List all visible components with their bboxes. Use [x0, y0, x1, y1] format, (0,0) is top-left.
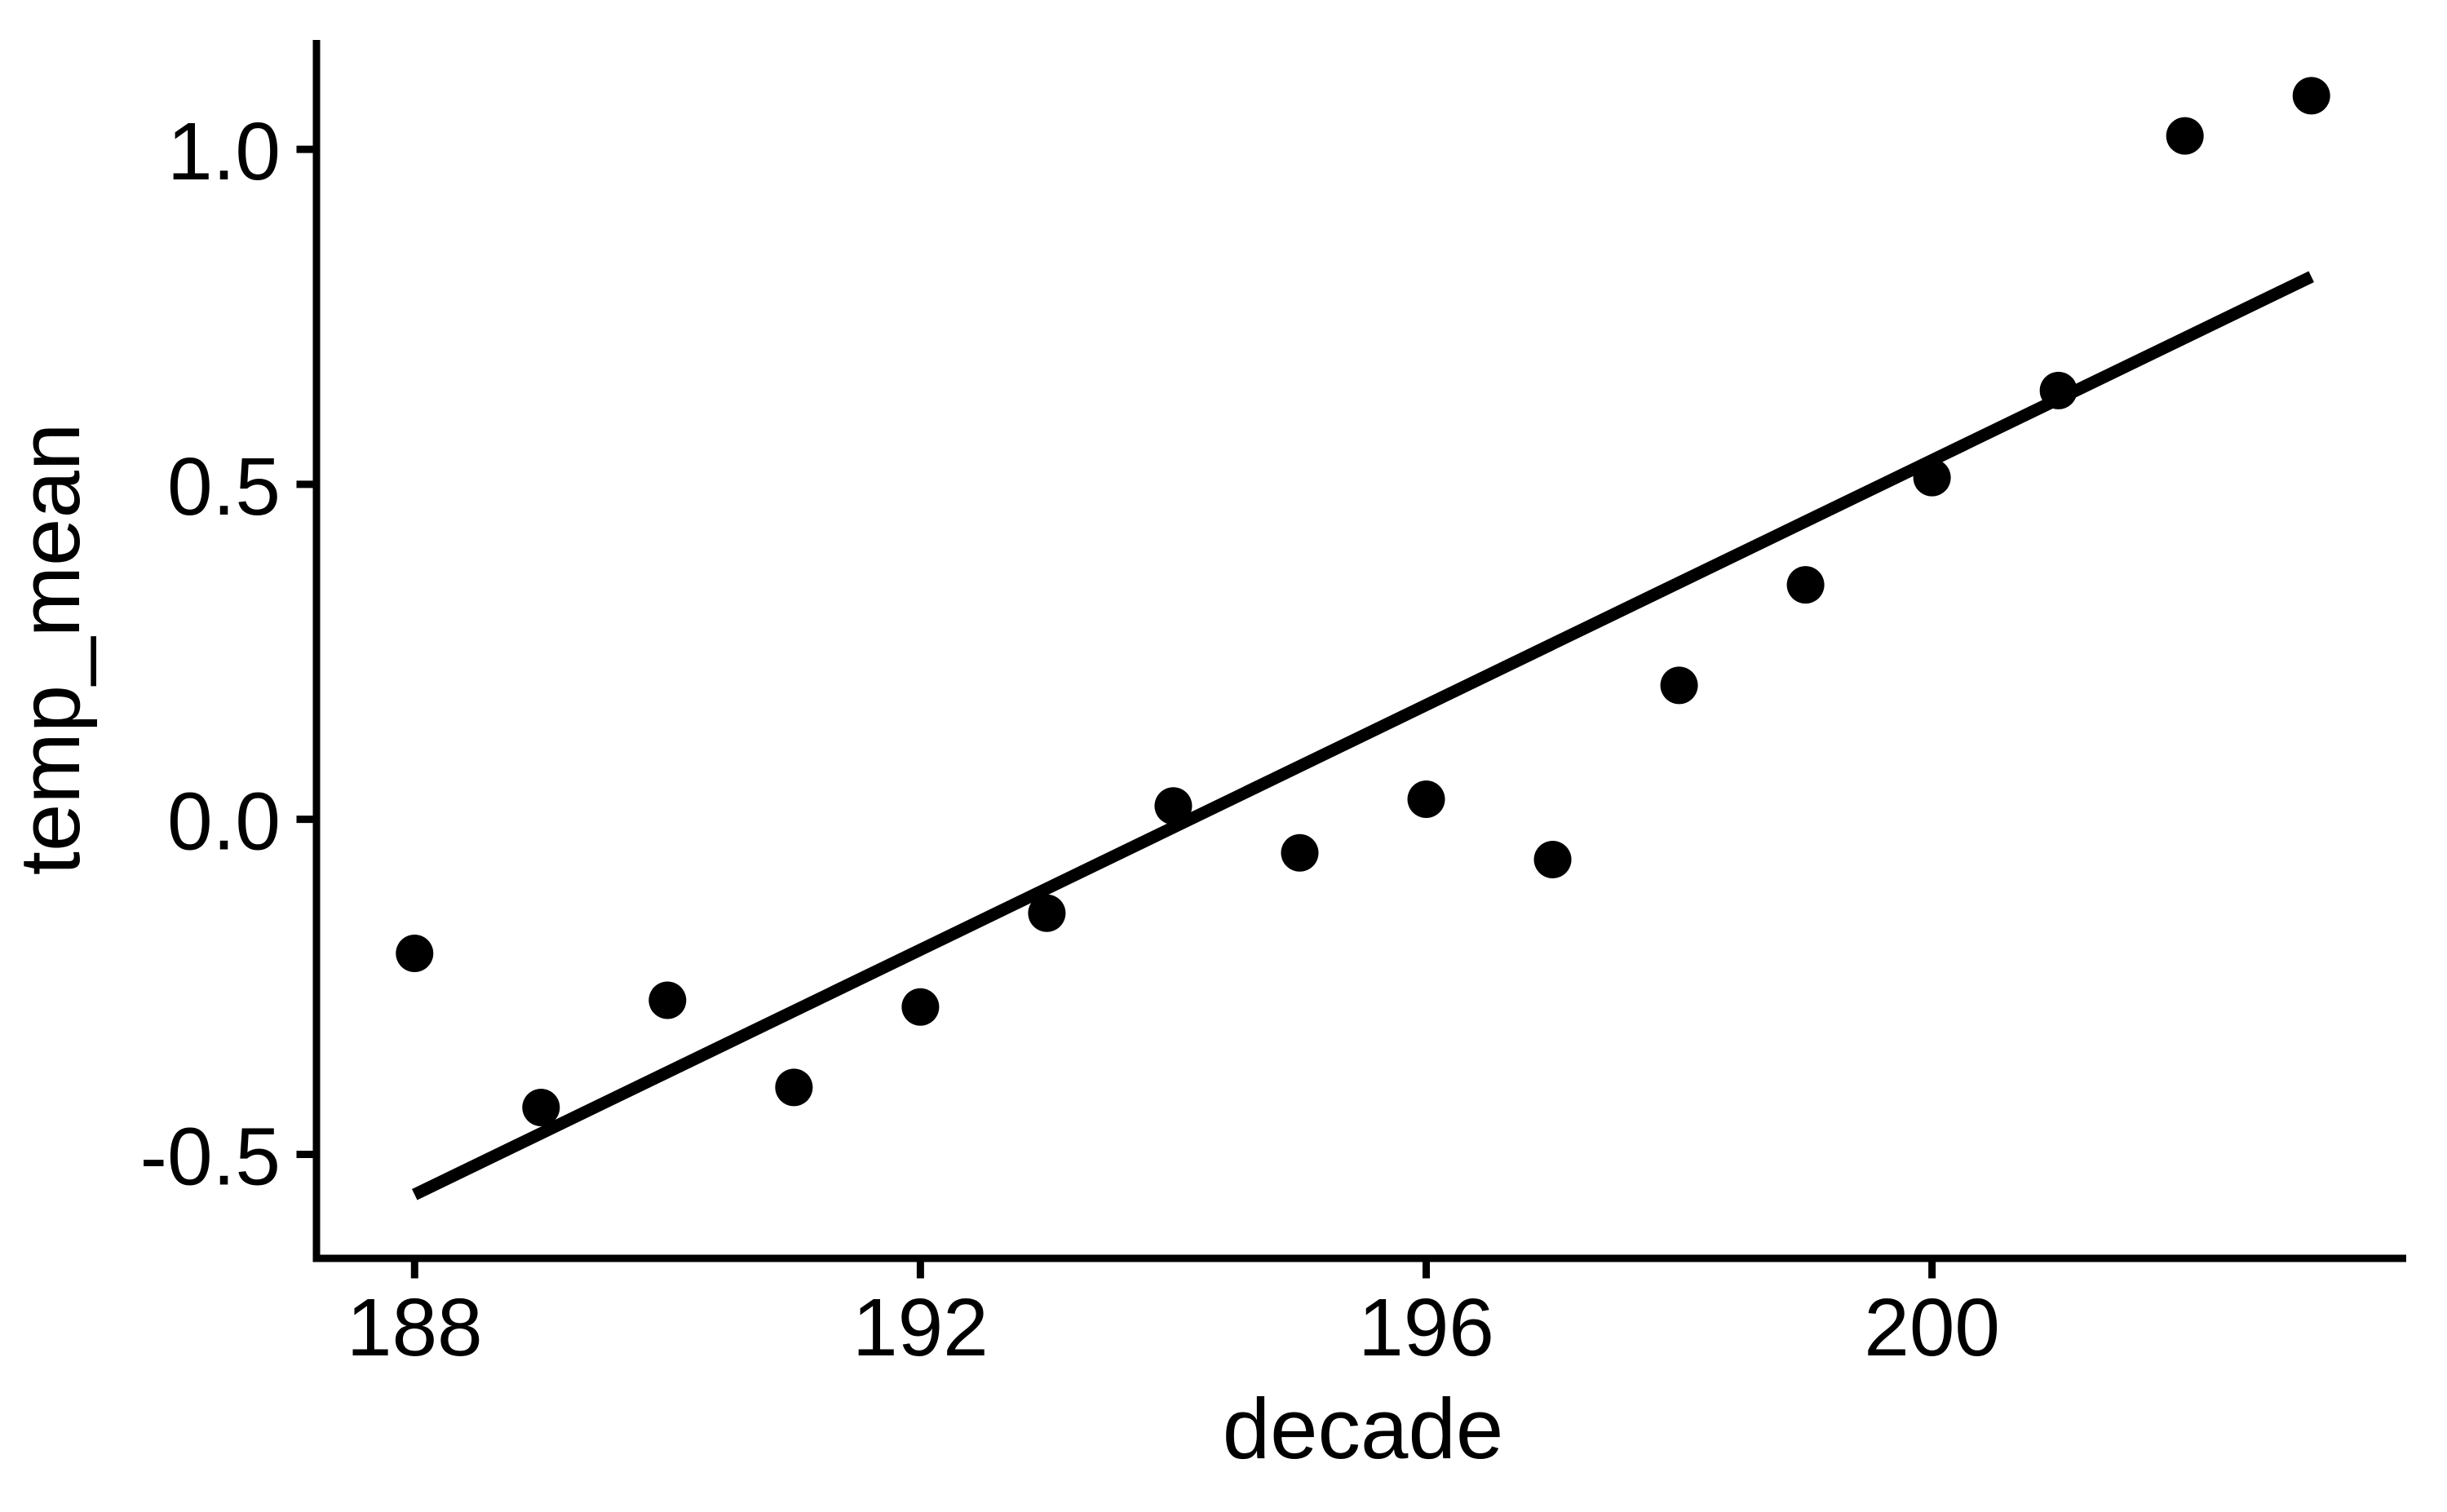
x-tick-label: 188 — [347, 1282, 483, 1373]
data-point — [1407, 780, 1445, 819]
data-point — [2039, 371, 2078, 409]
y-tick-label: 0.0 — [167, 776, 281, 868]
y-axis-ticks: 1.0 0.5 0.0 -0.5 — [140, 106, 313, 1202]
x-axis-ticks: 188 192 196 200 — [347, 1262, 2000, 1373]
data-point — [1786, 566, 1825, 604]
data-point — [1154, 787, 1193, 825]
data-point — [1533, 840, 1572, 878]
data-point — [396, 935, 434, 972]
data-point — [2292, 77, 2330, 115]
x-axis-title: decade — [1223, 1382, 1503, 1477]
x-tick-label: 192 — [852, 1282, 989, 1373]
data-point — [1281, 833, 1319, 872]
trend-line — [412, 271, 2314, 1200]
data-point — [1028, 894, 1066, 932]
data-point — [1660, 666, 1698, 705]
x-tick-label: 196 — [1358, 1282, 1494, 1373]
plot-panel — [320, 41, 2406, 1258]
data-point — [2166, 117, 2204, 155]
data-point — [648, 981, 687, 1019]
data-point — [775, 1068, 813, 1107]
y-tick-label: 1.0 — [167, 106, 281, 197]
y-axis-title: temp_mean — [2, 423, 98, 875]
data-point — [1913, 458, 1951, 497]
y-tick-label: -0.5 — [140, 1111, 281, 1202]
scatter-points — [396, 77, 2330, 1126]
data-point — [522, 1088, 560, 1126]
y-tick-label: 0.5 — [167, 441, 281, 533]
x-tick-label: 200 — [1864, 1282, 2000, 1373]
data-point — [901, 988, 940, 1026]
